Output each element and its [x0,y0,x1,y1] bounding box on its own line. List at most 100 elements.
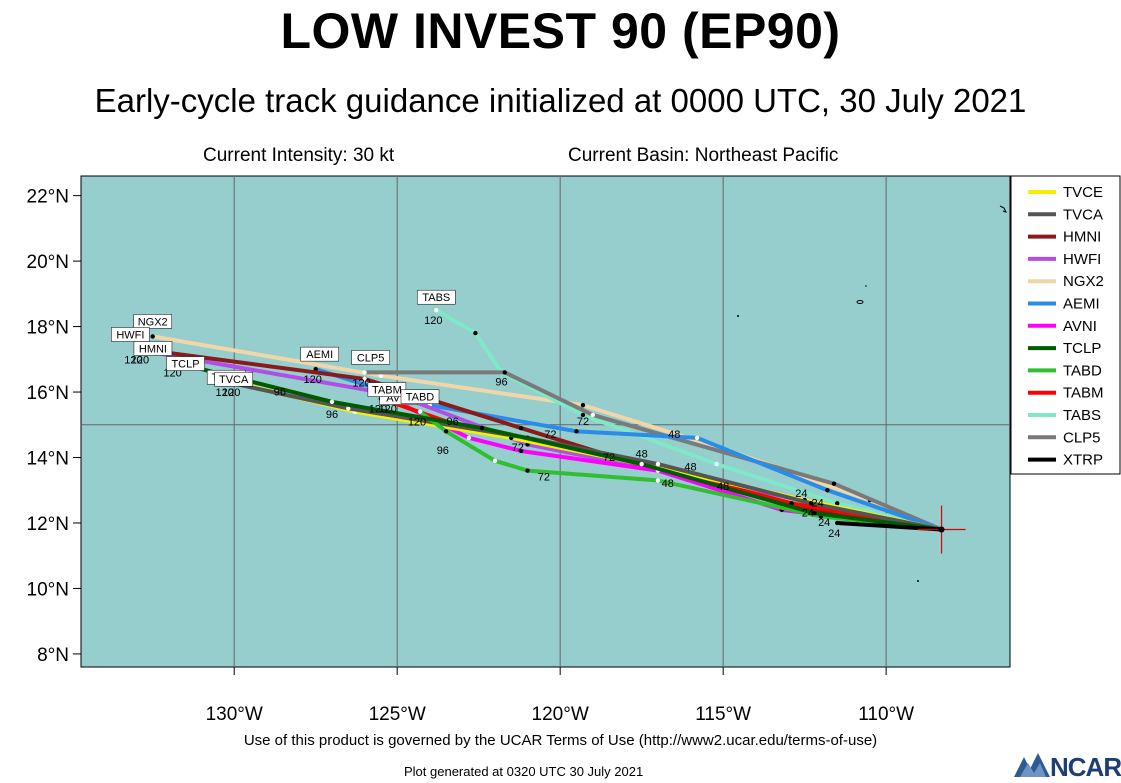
current-basin: Current Basin: Northeast Pacific [568,145,839,166]
generated-time: Plot generated at 0320 UTC 30 July 2021 [404,764,644,779]
hour-label: 72 [577,416,589,428]
track-name-box: TABM [367,382,407,397]
hour-label: 96 [446,416,458,428]
track-point [590,412,595,418]
legend-label: TCLP [1063,340,1101,357]
track-point [580,402,586,408]
track-point [417,409,423,414]
track-point [329,399,335,405]
track-point [639,461,644,467]
hour-label: 120 [124,354,142,366]
track-point [825,488,830,493]
island-shape [856,300,864,304]
track-point [378,373,384,378]
hour-label: 96 [437,445,449,457]
track-xtrp [837,520,942,532]
track-name-box: AEMI [300,346,339,362]
lat-tick-label: 10°N [27,579,69,600]
hour-label: 24 [802,507,814,519]
coast-fragment [999,205,1007,213]
ncar-logo-icon [1014,753,1050,777]
track-point [831,481,837,486]
track-name-label: NGX2 [138,316,168,328]
page-title: LOW INVEST 90 (EP90) [280,3,841,59]
track-point [466,435,472,441]
hour-label: 48 [636,449,648,461]
lat-tick-label: 8°N [37,645,69,666]
hour-label: 48 [684,462,696,474]
page-subtitle: Early-cycle track guidance initialized a… [94,82,1027,119]
track-point [473,330,478,336]
legend-label: AEMI [1063,296,1100,313]
lat-tick-label: 12°N [27,514,69,535]
track-name-box: NGX2 [133,314,172,329]
lon-tick-label: 125°W [369,704,426,725]
track-point [518,448,524,454]
map-land [737,205,1007,582]
track-name-label: TCLP [171,359,199,371]
track-point [808,501,814,506]
hour-label: 24 [828,528,840,540]
marker-dot [938,526,945,533]
track-labels: NGX2TABSCLP5AEMIHWFIHMNIAVNITABMTVCETVCA… [111,289,456,405]
track-point [525,468,530,473]
lat-tick-label: 20°N [27,252,69,273]
track-point [655,478,661,483]
hour-label: 72 [603,452,615,464]
legend-label: CLP5 [1063,429,1101,446]
forecast-tracks [134,308,943,532]
track-point [574,429,579,434]
track-point [502,370,507,375]
ncar-logo-text: NCAR [1050,752,1121,782]
track-point [443,429,449,434]
lon-tick-label: 110°W [858,704,914,725]
track-point [580,412,586,418]
legend-label: NGX2 [1063,273,1104,290]
current-intensity: Current Intensity: 30 kt [203,145,395,166]
lat-tick-label: 18°N [27,318,69,339]
track-tclp [175,360,942,532]
hour-label: 120 [352,377,370,389]
track-name-box: HWFI [111,327,150,342]
lon-tick-label: 130°W [206,704,263,725]
hour-label: 72 [544,429,556,441]
hour-label: 120 [408,417,426,429]
track-point [492,458,498,463]
track-point [655,461,661,467]
track-name-label: CLP5 [357,352,385,364]
track-point [694,435,700,441]
track-name-box: TCLP [166,356,205,371]
track-point [479,425,485,431]
hour-label: 120 [222,387,240,399]
track-tvca [227,380,942,532]
hour-label: 24 [818,517,830,529]
legend-label: TABM [1063,385,1104,402]
track-point [362,376,367,382]
hour-label: 96 [326,409,338,421]
track-name-label: AEMI [306,349,333,361]
legend-label: TVCA [1063,206,1103,223]
initial-position-marker [917,505,966,554]
legend-label: TVCE [1063,184,1103,201]
track-point [362,370,367,375]
hour-label: 24 [795,488,807,500]
lon-tick-label: 115°W [695,704,751,725]
track-name-label: TABM [372,385,402,397]
lon-tick-label: 120°W [532,704,589,725]
legend-label: HMNI [1063,229,1101,246]
track-name-box: CLP5 [351,350,390,365]
track-point [835,520,840,526]
track-name-box: HMNI [133,341,173,356]
track-point [313,366,318,372]
track-point [714,461,719,467]
hour-label: 120 [424,315,442,327]
hour-label: 96 [495,376,507,388]
hour-label: 120 [369,404,387,416]
lat-tick-label: 16°N [27,383,69,404]
hour-label: 72 [512,442,524,454]
track-name-box: TABS [417,289,456,305]
track-point [346,406,351,411]
track-point [518,425,524,431]
track-point [812,510,817,516]
